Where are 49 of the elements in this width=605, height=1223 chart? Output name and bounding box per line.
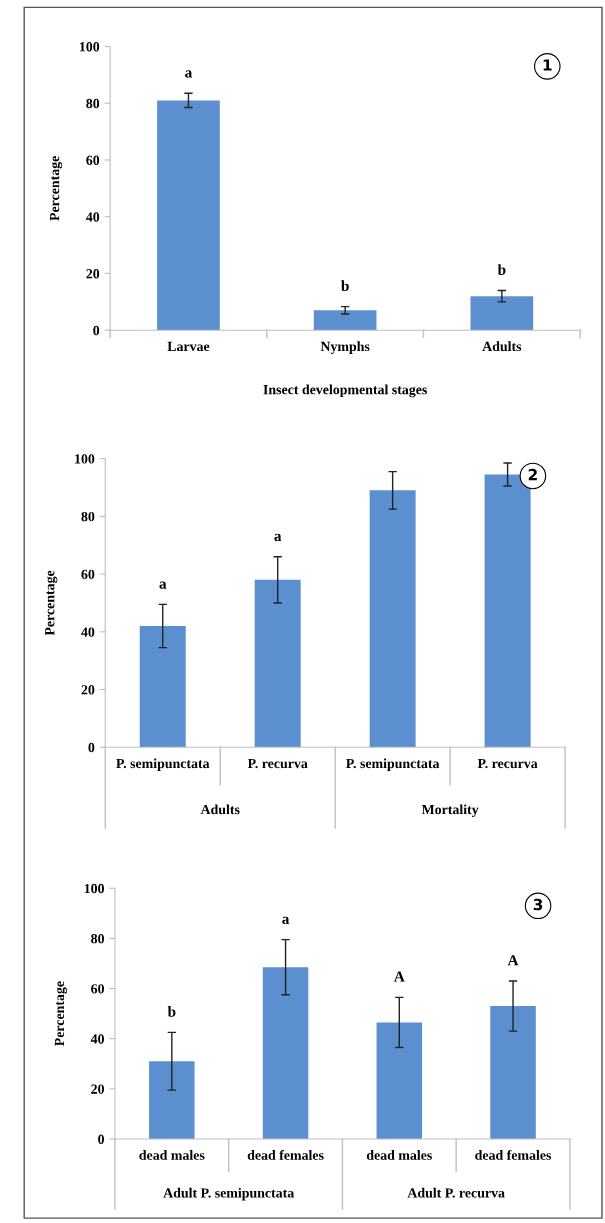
y-tick-label: 40 xyxy=(81,627,95,637)
text: Adult P. semipunctata xyxy=(163,1187,295,1201)
y-tick-label: 100 xyxy=(79,42,100,52)
y-tick-label: 40 xyxy=(90,1034,104,1044)
data-label: b xyxy=(497,264,506,275)
y-axis-title: Percentage xyxy=(50,156,63,221)
y-axis-title: Percentage xyxy=(54,981,68,1047)
y-tick-label: 60 xyxy=(91,984,104,994)
x-tick-label: P. semipunctata xyxy=(346,758,440,771)
y-axis-title: Percentage xyxy=(45,570,58,636)
data-label: a xyxy=(274,533,282,542)
x-axis-title: Insect developmental stages xyxy=(263,384,427,398)
x-tick-label: Nymphs xyxy=(320,341,370,354)
data-label: A xyxy=(393,971,405,982)
y-tick-label: 0 xyxy=(98,1134,104,1144)
data-label: a xyxy=(185,70,193,78)
y-tick-label: 20 xyxy=(81,685,95,695)
x-tick-label: P. semipunctata xyxy=(116,758,210,771)
data-label: b xyxy=(341,280,349,292)
y-tick-label: 20 xyxy=(91,1084,104,1094)
text: 1 xyxy=(543,59,552,71)
x-tick-label: P. recurva xyxy=(477,758,538,769)
y-tick-label: 80 xyxy=(91,933,104,944)
text: 2 xyxy=(528,468,537,481)
x-tick-label: Adults xyxy=(482,341,522,352)
y-tick-label: 100 xyxy=(75,454,95,464)
y-tick-label: 40 xyxy=(86,212,100,222)
text: Adult P. recurva xyxy=(407,1187,505,1198)
y-tick-label: 0 xyxy=(93,325,100,336)
text: 3 xyxy=(533,898,543,911)
x-tick-label: Larvae xyxy=(167,341,210,352)
data-label: A xyxy=(507,955,519,966)
x-tick-label: P. recurva xyxy=(247,758,308,769)
x-tick-label: dead females xyxy=(247,1149,324,1160)
x-tick-label: dead females xyxy=(475,1149,552,1160)
y-tick-label: 60 xyxy=(81,569,95,580)
x-tick-label: dead males xyxy=(139,1150,205,1160)
data-label: a xyxy=(159,581,167,589)
y-tick-label: 80 xyxy=(86,98,100,109)
y-tick-label: 80 xyxy=(81,511,95,522)
y-tick-label: 100 xyxy=(84,883,104,894)
text: Mortality xyxy=(421,804,479,818)
y-tick-label: 60 xyxy=(86,155,100,165)
data-label: b xyxy=(167,1006,176,1017)
data-label: a xyxy=(282,916,290,925)
x-tick-label: dead males xyxy=(366,1150,432,1160)
text: Adults xyxy=(200,804,240,815)
y-tick-label: 20 xyxy=(86,269,100,279)
y-tick-label: 0 xyxy=(88,742,95,753)
